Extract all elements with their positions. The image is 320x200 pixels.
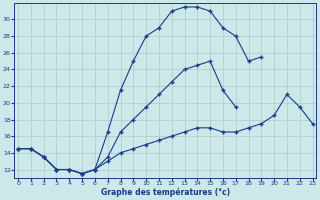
X-axis label: Graphe des températures (°c): Graphe des températures (°c) [101,188,230,197]
